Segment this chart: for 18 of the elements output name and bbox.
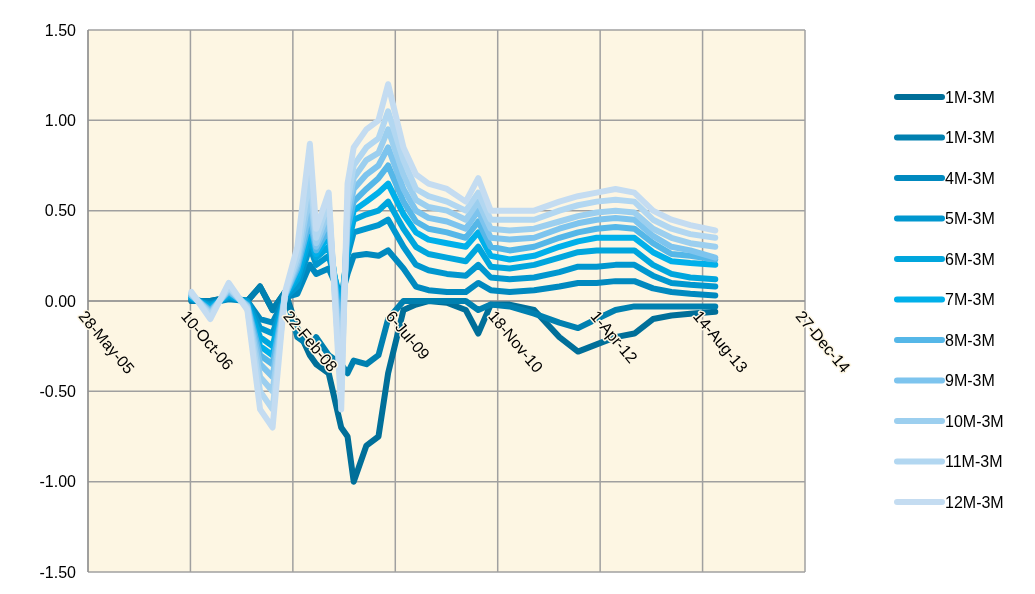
legend-label: 4M-3M (945, 169, 995, 187)
legend-label: 7M-3M (945, 291, 995, 309)
y-tick-label: 1.00 (44, 111, 77, 129)
legend-label: 10M-3M (945, 412, 1004, 430)
y-tick-label: 1.50 (44, 21, 77, 39)
legend-label: 11M-3M (945, 453, 1003, 471)
legend-label: 1M-3M (945, 88, 995, 106)
y-tick-label: -0.50 (39, 382, 77, 400)
y-tick-label: -1.00 (39, 473, 77, 491)
y-tick-label: 0.00 (44, 292, 77, 310)
legend-label: 5M-3M (945, 210, 995, 228)
legend-label: 12M-3M (945, 493, 1004, 511)
y-tick-label: 0.50 (44, 202, 77, 220)
y-tick-label: -1.50 (39, 563, 77, 581)
legend-label: 9M-3M (945, 372, 995, 390)
legend-label: 8M-3M (945, 331, 995, 349)
legend-label: 1M-3M (945, 129, 995, 147)
legend-label: 6M-3M (945, 250, 995, 268)
